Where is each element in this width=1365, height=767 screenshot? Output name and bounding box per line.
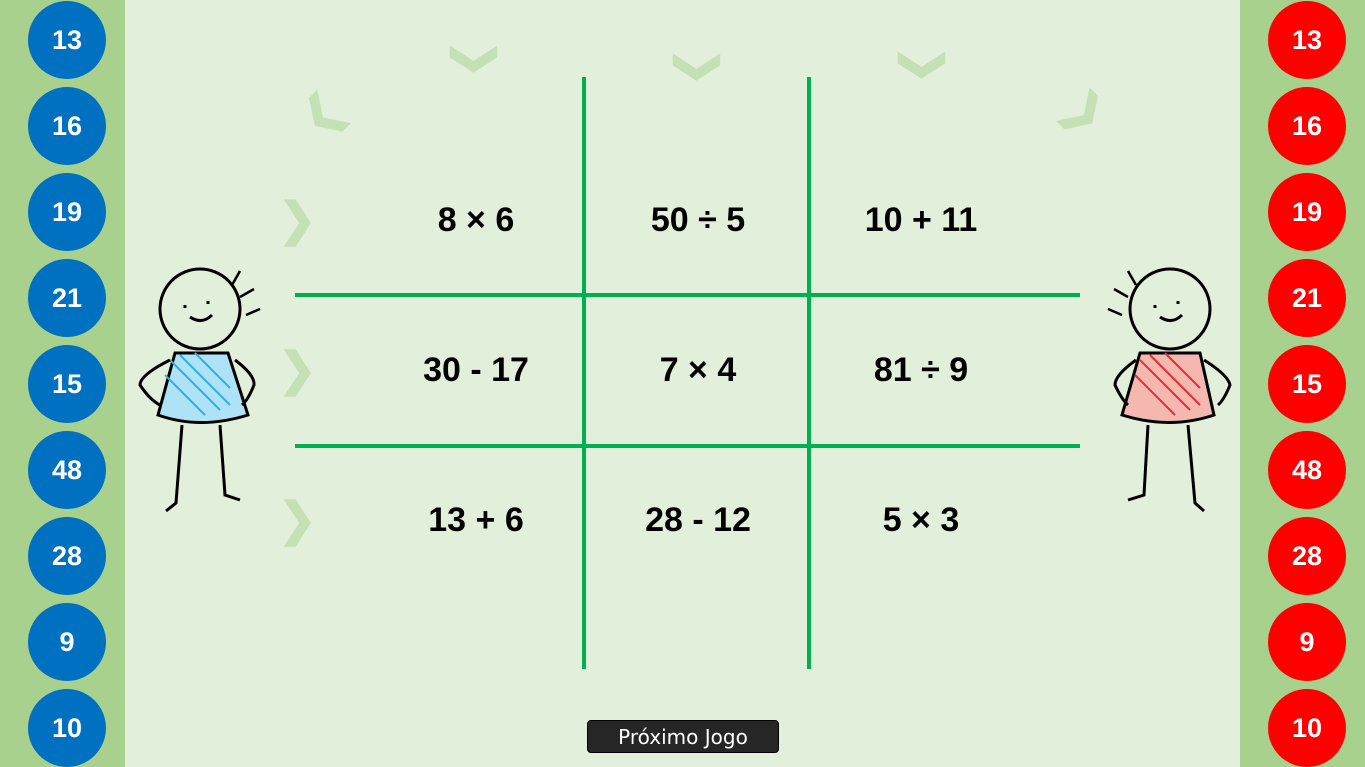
grid-line [295,293,1080,297]
red-number-chip[interactable]: 16 [1268,87,1346,165]
blue-number-chip[interactable]: 10 [28,689,106,767]
board-cell[interactable]: 10 + 11 [864,200,978,239]
board-cell[interactable]: 30 - 17 [423,350,529,389]
red-number-chip[interactable]: 48 [1268,431,1346,509]
chevron-diagonal-icon: ❯ [295,86,360,152]
red-number-chip[interactable]: 15 [1268,345,1346,423]
red-number-chip[interactable]: 13 [1268,1,1346,79]
board-cell[interactable]: 81 ÷ 9 [873,350,969,389]
blue-number-chip[interactable]: 21 [28,259,106,337]
blue-number-chip[interactable]: 28 [28,517,106,595]
red-number-chip[interactable]: 10 [1268,689,1346,767]
board-cell[interactable]: 13 + 6 [428,500,524,539]
blue-number-chip[interactable]: 13 [28,1,106,79]
chevron-down-icon: ❯ [451,39,504,79]
red-number-chip[interactable]: 19 [1268,173,1346,251]
blue-number-chip[interactable]: 9 [28,603,106,681]
red-player-figure [1107,267,1232,513]
board-cell[interactable]: 5 × 3 [882,500,960,539]
grid-line [807,77,811,669]
blue-number-chip[interactable]: 48 [28,431,106,509]
blue-number-chip[interactable]: 15 [28,345,106,423]
chevron-down-icon: ❯ [899,45,952,85]
chevron-right-icon: ❯ [278,493,317,545]
board-cell[interactable]: 28 - 12 [645,500,751,539]
grid-line [582,77,586,669]
blue-number-chip[interactable]: 16 [28,87,106,165]
chevron-down-icon: ❯ [674,47,727,87]
grid-line [295,444,1080,448]
blue-number-chip[interactable]: 19 [28,173,106,251]
red-number-chip[interactable]: 28 [1268,517,1346,595]
red-player-panel: 13 16 19 21 15 48 28 9 10 [1240,0,1365,767]
blue-player-figure [138,267,261,513]
chevron-diagonal-icon: ❯ [1053,78,1118,144]
chevron-right-icon: ❯ [278,343,317,395]
chevron-right-icon: ❯ [278,193,317,245]
red-number-chip[interactable]: 21 [1268,259,1346,337]
board-cell[interactable]: 8 × 6 [437,200,515,239]
blue-player-panel: 13 16 19 21 15 48 28 9 10 [0,0,125,767]
next-game-button[interactable]: Próximo Jogo [587,720,779,753]
board-cell[interactable]: 7 × 4 [659,350,737,389]
red-number-chip[interactable]: 9 [1268,603,1346,681]
board-cell[interactable]: 50 ÷ 5 [650,200,746,239]
